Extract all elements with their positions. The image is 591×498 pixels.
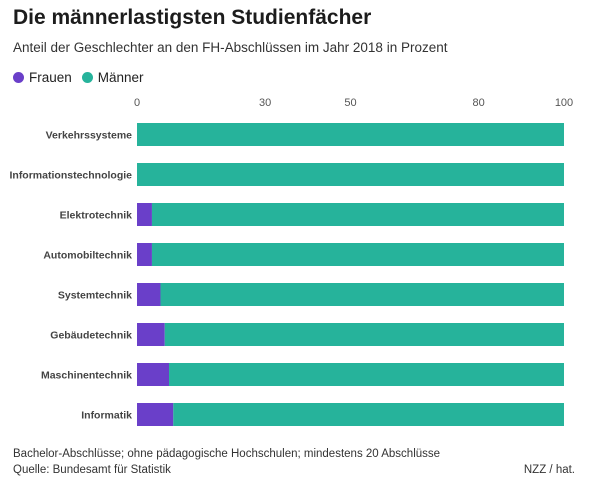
category-label: Gebäudetechnik bbox=[50, 330, 132, 342]
bar-maenner bbox=[164, 323, 564, 346]
bar-frauen bbox=[137, 403, 174, 426]
bar-maenner bbox=[173, 403, 565, 426]
chart-subtitle: Anteil der Geschlechter an den FH-Abschl… bbox=[13, 40, 448, 55]
category-label: Maschinentechnik bbox=[41, 370, 132, 382]
bar-maenner bbox=[151, 203, 564, 226]
credit: NZZ / hat. bbox=[523, 464, 575, 476]
x-tick-label: 50 bbox=[344, 97, 356, 109]
category-label: Informatik bbox=[81, 410, 132, 422]
x-tick-label: 30 bbox=[259, 97, 271, 109]
category-label: Systemtechnik bbox=[58, 290, 132, 302]
bar-frauen bbox=[137, 283, 161, 306]
legend-swatch-maenner bbox=[81, 72, 93, 83]
legend-item-maenner: Männer bbox=[81, 70, 144, 85]
x-tick-label: 100 bbox=[555, 97, 573, 109]
x-tick-label: 80 bbox=[472, 97, 484, 109]
bar-chart: 0 30 50 80 100 Verkehrssysteme Informationstec… bbox=[9, 97, 573, 426]
legend-swatch-frauen bbox=[13, 72, 24, 83]
bar-frauen bbox=[137, 363, 170, 386]
bar-maenner bbox=[151, 243, 564, 266]
source-note: Quelle: Bundesamt für Statistik bbox=[13, 464, 171, 476]
chart-title: Die männerlastigsten Studienfächer bbox=[13, 6, 372, 29]
footnote: Bachelor-Abschlüsse; ohne pädagogische H… bbox=[13, 448, 441, 460]
bar-frauen bbox=[137, 243, 152, 266]
bar-frauen bbox=[137, 203, 152, 226]
bar-maenner bbox=[137, 163, 564, 186]
bar-maenner bbox=[137, 123, 564, 146]
bar-frauen bbox=[137, 323, 165, 346]
category-label: Informationstechnologie bbox=[9, 170, 132, 182]
bar-maenner bbox=[160, 283, 565, 306]
category-label: Verkehrssysteme bbox=[46, 130, 133, 142]
legend-item-frauen: Frauen bbox=[13, 70, 72, 85]
legend-label-maenner: Männer bbox=[97, 70, 144, 85]
x-tick-label: 0 bbox=[134, 97, 140, 109]
legend: Frauen Männer bbox=[13, 70, 154, 85]
category-label: Automobiltechnik bbox=[43, 250, 132, 262]
bar-maenner bbox=[169, 363, 564, 386]
legend-label-frauen: Frauen bbox=[29, 70, 72, 85]
category-label: Elektrotechnik bbox=[60, 210, 133, 222]
